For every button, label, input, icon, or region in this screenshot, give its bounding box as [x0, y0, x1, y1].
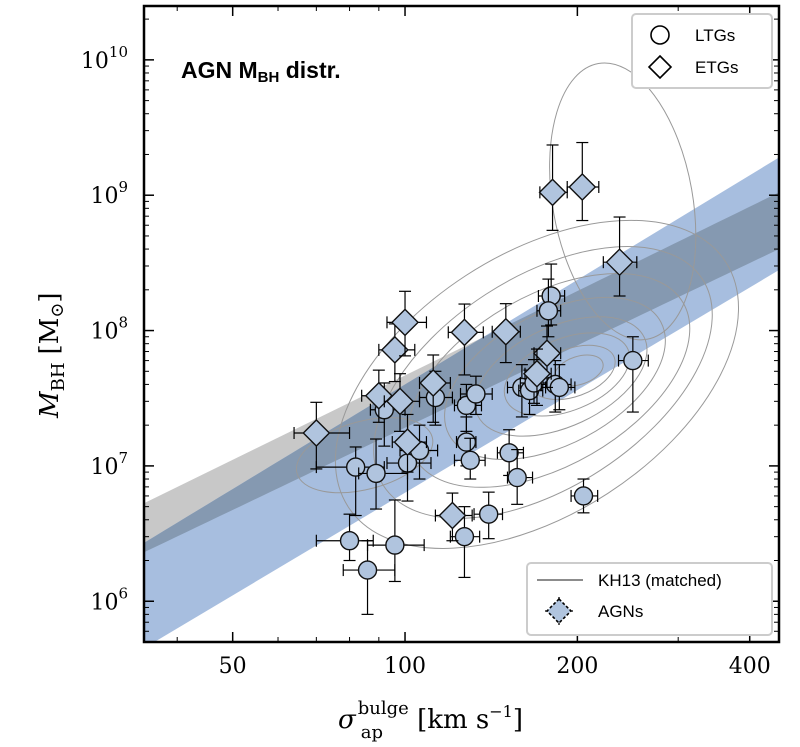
circle-marker-icon — [650, 25, 670, 45]
contour-line — [444, 296, 666, 460]
y-axis-label: MBH[M⊙] — [35, 292, 69, 419]
ltg-point-16 — [506, 448, 534, 505]
ltg-point-21 — [536, 278, 562, 338]
contour-line — [549, 62, 697, 341]
etg-point-0 — [293, 401, 351, 470]
y-tick-label: 108 — [90, 314, 128, 345]
x-axis-label: σ bulge ap [km s−1] — [338, 698, 523, 743]
diamond-marker — [538, 178, 567, 207]
legend-sample: KH13 (matched) AGNs — [526, 562, 773, 636]
etg-point-13 — [566, 141, 600, 222]
etg-point-6 — [418, 354, 451, 423]
plot-frame — [142, 4, 781, 644]
legend-label-ltgs: LTGs — [695, 26, 735, 45]
ltg-point-1 — [342, 540, 396, 615]
diamond-marker — [393, 428, 422, 457]
circle-marker — [499, 443, 519, 463]
diamond-marker — [568, 173, 597, 201]
diamond-marker — [491, 317, 520, 346]
etg-point-4 — [383, 373, 421, 432]
y-tick-label: 1010 — [81, 43, 128, 74]
diamond-marker — [419, 368, 448, 397]
legend-box-bottom — [526, 562, 773, 636]
contour-line — [295, 417, 434, 494]
ltg-point-12 — [453, 437, 486, 480]
axes: 50 100 200 400 106 107 108 109 1010 — [81, 4, 781, 679]
diamond-marker-icon — [647, 54, 673, 80]
ltg-point-14 — [473, 491, 504, 540]
ltg-point-24 — [570, 478, 599, 514]
etg-point-14 — [602, 216, 638, 297]
ltg-point-25 — [617, 336, 649, 413]
circle-marker — [357, 560, 378, 580]
legend-label-agns: AGNs — [598, 602, 643, 621]
circle-marker — [573, 486, 594, 506]
diamond-marker — [302, 419, 331, 448]
y-tick-label: 109 — [90, 178, 128, 209]
x-tick-label: 50 — [219, 654, 247, 679]
circle-marker — [623, 350, 643, 371]
data-points — [293, 141, 649, 615]
diamond-marker — [522, 359, 551, 388]
etg-point-11 — [522, 348, 552, 406]
x-tick-label: 200 — [556, 654, 598, 679]
contour-line — [503, 332, 631, 417]
diamond-marker — [386, 387, 414, 416]
dashed-diamond-marker-icon — [545, 597, 573, 625]
ltg-point-13 — [459, 375, 493, 416]
contour-line — [373, 246, 713, 519]
y-tick-label: 106 — [90, 584, 128, 615]
x-tick-label: 400 — [729, 654, 771, 679]
circle-marker — [507, 467, 527, 488]
ltg-point-5 — [366, 499, 425, 583]
ltg-point-9 — [449, 506, 481, 579]
circle-marker — [385, 535, 405, 555]
etg-point-9 — [491, 303, 521, 364]
legend-box-top — [631, 13, 773, 89]
circle-marker — [466, 384, 486, 404]
circle-marker — [345, 457, 366, 477]
circle-marker — [339, 531, 360, 551]
etg-point-7 — [434, 492, 473, 542]
etg-point-3 — [386, 290, 428, 357]
y-tick-label: 107 — [90, 449, 128, 480]
legend-label-kh13: KH13 (matched) — [598, 571, 722, 590]
diamond-marker — [364, 381, 393, 410]
legend-label-etgs: ETGs — [695, 58, 738, 77]
circle-marker — [538, 301, 559, 321]
circle-marker — [456, 432, 477, 452]
diamond-marker — [391, 308, 420, 337]
diamond-marker — [605, 248, 634, 277]
circle-marker — [460, 450, 480, 471]
kh13-contours — [295, 62, 740, 549]
circle-marker — [366, 463, 386, 484]
contour-line — [474, 316, 648, 437]
diamond-marker — [438, 501, 467, 530]
ltg-point-15 — [496, 429, 525, 477]
contour-line — [334, 219, 740, 549]
x-tick-label: 100 — [384, 654, 426, 679]
diamond-marker — [450, 318, 479, 347]
circle-marker — [549, 377, 570, 398]
chart-title: AGN MBH distr. — [181, 57, 341, 86]
legend-marker-type: LTGs ETGs — [631, 13, 773, 89]
etg-point-5 — [391, 413, 428, 473]
circle-marker — [478, 504, 499, 524]
circle-marker — [454, 526, 475, 547]
ltg-point-3 — [358, 438, 409, 510]
etg-point-8 — [447, 303, 484, 376]
